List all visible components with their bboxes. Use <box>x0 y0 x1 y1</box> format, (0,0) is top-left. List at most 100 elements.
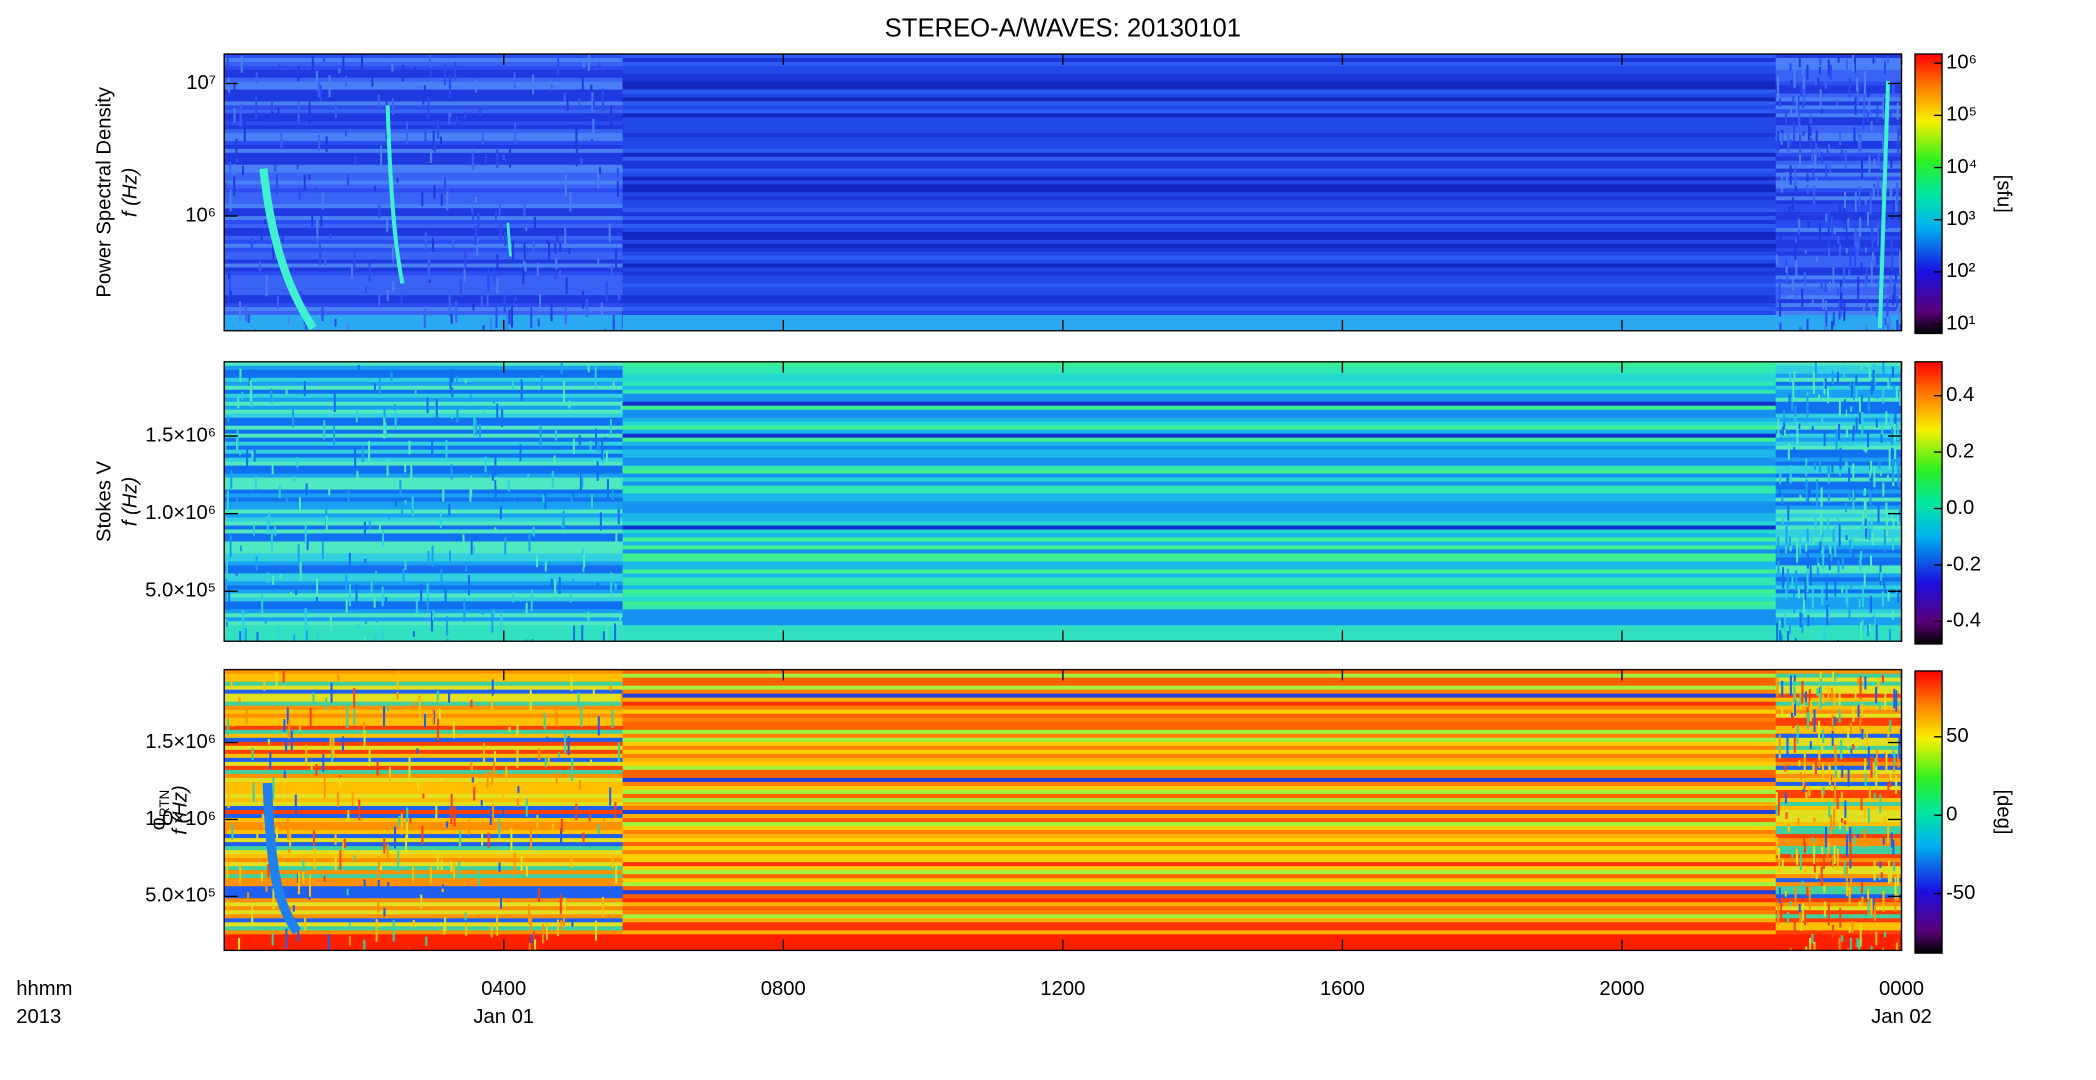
heatmap-speckle <box>620 693 623 709</box>
heatmap-speckle <box>227 718 230 736</box>
heatmap-speckle <box>587 363 590 373</box>
heatmap-speckle <box>1809 700 1812 722</box>
heatmap-speckle <box>1840 149 1843 159</box>
heatmap-cell <box>1775 295 1902 300</box>
heatmap-speckle <box>1786 734 1789 756</box>
heatmap-speckle <box>1870 380 1873 395</box>
heatmap-speckle <box>1814 514 1817 529</box>
heatmap-speckle <box>285 928 288 949</box>
heatmap-speckle <box>286 707 289 725</box>
heatmap-cell <box>224 105 624 111</box>
heatmap-speckle <box>450 414 454 420</box>
heatmap-speckle <box>1864 758 1867 772</box>
heatmap-speckle <box>308 174 311 180</box>
heatmap-cell <box>622 681 1777 687</box>
heatmap-speckle <box>253 449 256 462</box>
heatmap-speckle <box>1823 430 1826 446</box>
heatmap-speckle <box>426 598 429 613</box>
heatmap-speckle <box>1891 366 1894 378</box>
heatmap-speckle <box>1775 254 1778 265</box>
heatmap-speckle <box>562 381 566 403</box>
heatmap-speckle <box>329 233 332 240</box>
heatmap-speckle <box>499 506 502 520</box>
heatmap-speckle <box>1879 223 1882 235</box>
heatmap-speckle <box>1789 107 1792 115</box>
heatmap-speckle <box>1891 294 1895 306</box>
heatmap-speckle <box>227 415 230 423</box>
heatmap-cell <box>224 160 624 166</box>
heatmap-speckle <box>353 855 356 861</box>
heatmap-speckle <box>1802 593 1805 613</box>
heatmap-speckle <box>432 237 435 253</box>
heatmap-cell <box>224 589 624 595</box>
heatmap-speckle <box>308 874 311 897</box>
colorbar-tick-label: 10¹ <box>1946 312 1976 334</box>
heatmap-cell <box>224 271 624 277</box>
heatmap-speckle <box>323 56 326 63</box>
heatmap-speckle <box>468 574 471 596</box>
heatmap-cell <box>622 834 1777 839</box>
heatmap-cell <box>622 489 1777 495</box>
heatmap-speckle <box>432 609 435 620</box>
heatmap-speckle <box>370 575 373 593</box>
heatmap-speckle <box>1866 621 1869 637</box>
heatmap-speckle <box>450 464 453 480</box>
heatmap-speckle <box>236 429 239 448</box>
heatmap-speckle <box>354 155 357 164</box>
heatmap-speckle <box>1883 60 1886 75</box>
heatmap-cell <box>1775 890 1902 895</box>
heatmap-speckle <box>1884 932 1887 938</box>
heatmap-speckle <box>1893 766 1896 773</box>
heatmap-speckle <box>1838 817 1841 830</box>
heatmap-speckle <box>494 453 497 476</box>
heatmap-speckle <box>328 75 331 98</box>
heatmap-cell <box>1775 693 1902 699</box>
heatmap-speckle <box>1839 907 1842 928</box>
heatmap-speckle <box>303 380 306 397</box>
heatmap-speckle <box>1865 446 1868 453</box>
heatmap-speckle <box>378 522 381 534</box>
heatmap-speckle <box>1893 752 1896 766</box>
heatmap-speckle <box>1836 639 1840 642</box>
heatmap-speckle <box>1810 137 1813 148</box>
heatmap-speckle <box>431 438 434 457</box>
heatmap-cell <box>224 433 624 439</box>
heatmap-speckle <box>358 799 361 821</box>
heatmap-cell <box>224 263 624 269</box>
heatmap-cell <box>224 934 624 940</box>
heatmap-cell <box>1775 457 1902 463</box>
heatmap-speckle <box>386 706 389 712</box>
heatmap-speckle <box>1847 218 1850 232</box>
heatmap-speckle <box>315 70 318 91</box>
heatmap-speckle <box>589 307 592 313</box>
heatmap-speckle <box>1872 58 1875 64</box>
heatmap-speckle <box>243 119 246 142</box>
heatmap-speckle <box>1783 409 1786 423</box>
heatmap-speckle <box>1897 866 1900 887</box>
heatmap-speckle <box>1807 118 1810 141</box>
heatmap-speckle <box>305 483 308 496</box>
heatmap-cell <box>622 263 1777 269</box>
heatmap-cell <box>224 862 624 867</box>
heatmap-cell <box>622 597 1777 603</box>
heatmap-speckle <box>355 410 358 423</box>
heatmap-speckle <box>1802 100 1805 109</box>
heatmap-cell <box>224 789 624 795</box>
heatmap-speckle <box>377 94 380 108</box>
heatmap-speckle <box>1852 54 1855 71</box>
heatmap-cell <box>622 381 1777 387</box>
heatmap-speckle <box>1813 185 1816 205</box>
heatmap-cell <box>1775 557 1902 563</box>
heatmap-speckle <box>1870 756 1873 778</box>
heatmap-speckle <box>504 536 507 555</box>
heatmap-speckle <box>423 308 426 329</box>
heatmap-cell <box>622 846 1777 851</box>
heatmap-cell <box>1775 279 1902 284</box>
heatmap-speckle <box>472 301 475 311</box>
heatmap-speckle <box>1776 75 1779 98</box>
heatmap-cell <box>1775 874 1902 879</box>
heatmap-cell <box>622 477 1777 483</box>
heatmap-cell <box>1775 188 1902 194</box>
heatmap-speckle <box>282 670 285 683</box>
heatmap-speckle <box>536 554 539 568</box>
